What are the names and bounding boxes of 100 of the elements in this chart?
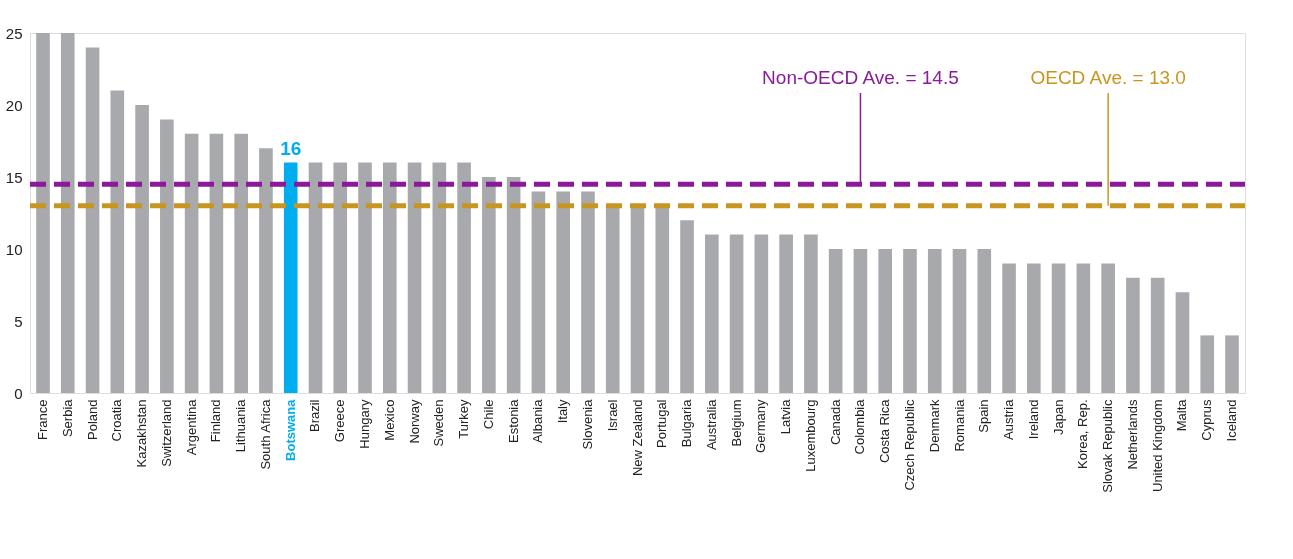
x-tick-label: Croatia <box>109 398 125 442</box>
bar <box>655 205 670 393</box>
x-tick-label: Slovenia <box>579 398 595 450</box>
data-label: 16 <box>280 137 302 159</box>
bar <box>209 133 224 393</box>
bar <box>333 162 348 393</box>
bar <box>1175 292 1190 393</box>
y-tick-label: 20 <box>5 96 23 114</box>
bar <box>729 234 744 393</box>
x-tick-label: Botswana <box>282 398 298 461</box>
x-tick-label: Luxembourg <box>802 399 818 472</box>
bar <box>1076 263 1091 393</box>
x-tick-label: Switzerland <box>158 399 174 467</box>
bar <box>680 220 694 393</box>
x-tick-label: Sweden <box>431 399 447 447</box>
x-tick-label: Canada <box>827 398 843 446</box>
x-tick-label: United Kingdom <box>1149 399 1165 492</box>
bar <box>110 90 125 393</box>
x-tick-label: Poland <box>84 399 100 440</box>
bar <box>977 249 992 393</box>
bar <box>630 205 645 393</box>
x-tick-label: Malta <box>1174 398 1190 432</box>
x-tick-label: Colombia <box>852 398 868 455</box>
x-tick-label: Lithuania <box>233 398 249 453</box>
bar <box>1225 335 1239 393</box>
x-tick-label: Austria <box>1001 398 1017 440</box>
bar <box>828 249 843 393</box>
x-tick-label: Netherlands <box>1124 399 1140 470</box>
bar <box>1126 277 1140 393</box>
bar <box>1002 263 1016 393</box>
x-tick-label: Belgium <box>728 399 744 447</box>
bar <box>556 191 570 393</box>
x-tick-label: Slovak Republic <box>1100 399 1116 493</box>
bar <box>482 177 496 393</box>
x-tick-label: Czech Republic <box>901 399 917 491</box>
y-tick-label: 0 <box>14 384 23 402</box>
x-tick-label: Chile <box>480 399 496 430</box>
bar <box>853 249 868 393</box>
x-tick-label: Cyprus <box>1199 399 1215 441</box>
x-tick-label: Australia <box>703 398 719 451</box>
x-tick-label: Turkey <box>456 399 472 439</box>
y-tick-label: 15 <box>5 168 23 186</box>
bar <box>754 234 769 393</box>
x-tick-label: Latvia <box>778 398 794 435</box>
y-tick-label: 25 <box>5 24 23 42</box>
bar <box>779 234 793 393</box>
bar <box>927 249 942 393</box>
x-tick-label: Portugal <box>654 399 670 448</box>
x-tick-label: Serbia <box>59 398 75 438</box>
bar <box>283 162 298 393</box>
ref-line-label: OECD Ave. = 13.0 <box>1030 67 1186 88</box>
bar <box>184 133 199 393</box>
bar <box>160 119 174 393</box>
bar <box>407 162 422 393</box>
bar <box>60 33 75 393</box>
y-tick-label: 10 <box>5 240 23 258</box>
bar <box>259 148 273 393</box>
x-tick-label: Romania <box>951 398 967 452</box>
x-tick-label: Italy <box>555 399 571 424</box>
x-tick-label: Japan <box>1050 399 1066 435</box>
bar <box>903 249 917 393</box>
bar <box>457 162 471 393</box>
x-tick-label: Ireland <box>1025 399 1041 440</box>
x-tick-label: Korea, Rep. <box>1075 399 1091 469</box>
x-tick-label: Costa Rica <box>877 398 893 464</box>
bar <box>432 162 447 393</box>
x-tick-label: Greece <box>332 399 348 443</box>
x-tick-label: Brazil <box>307 399 323 433</box>
bar <box>1027 263 1041 393</box>
x-tick-label: Mexico <box>381 399 397 441</box>
x-tick-label: Germany <box>753 399 769 453</box>
bar <box>531 191 546 393</box>
bar <box>234 133 248 393</box>
bar <box>1051 263 1066 393</box>
ref-line-label: Non-OECD Ave. = 14.5 <box>762 67 959 88</box>
bar <box>85 47 100 393</box>
bar <box>705 234 719 393</box>
bar <box>506 177 521 393</box>
bar <box>358 162 372 393</box>
bar <box>581 191 595 393</box>
x-tick-label: Bulgaria <box>679 398 695 448</box>
bar <box>952 249 967 393</box>
x-tick-label: Norway <box>406 399 422 444</box>
bar <box>308 162 323 393</box>
bar <box>36 33 50 393</box>
x-tick-label: Argentina <box>183 398 199 456</box>
x-tick-label: Denmark <box>926 399 942 453</box>
x-tick-label: Estonia <box>505 398 521 443</box>
x-tick-label: Hungary <box>357 399 373 449</box>
x-tick-label: Albania <box>530 398 546 443</box>
x-tick-label: Finland <box>208 399 224 443</box>
bar <box>1200 335 1215 393</box>
bar <box>605 205 620 393</box>
y-tick-label: 5 <box>14 312 23 330</box>
bar <box>1150 277 1165 393</box>
x-tick-label: Kazakhstan <box>134 399 150 468</box>
bar <box>135 105 149 393</box>
x-tick-label: South Africa <box>257 398 273 470</box>
bar <box>804 234 818 393</box>
x-tick-label: Israel <box>604 399 620 432</box>
